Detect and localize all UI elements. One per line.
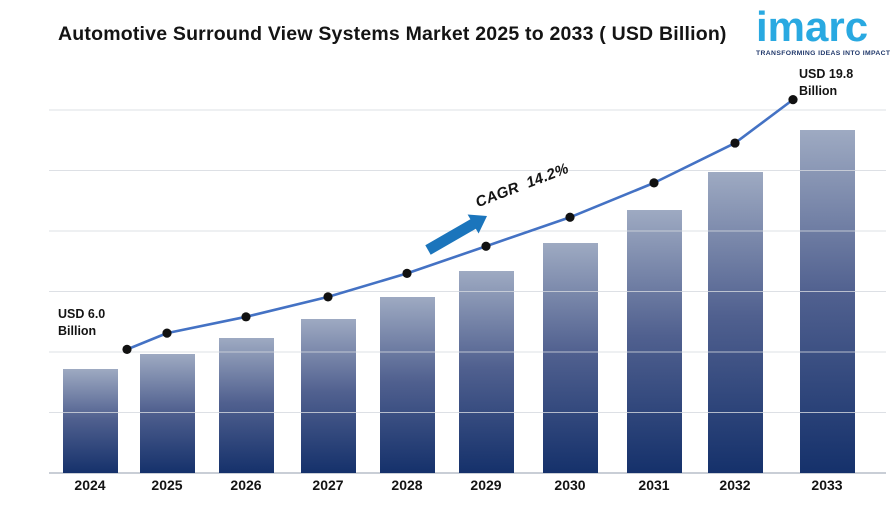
imarc-logo-tagline: TRANSFORMING IDEAS INTO IMPACT [756, 49, 891, 57]
x-axis-label-2032: 2032 [719, 477, 751, 493]
start-value-line1: USD 6.0 [58, 307, 106, 321]
end-value-line1: USD 19.8 [799, 67, 854, 81]
data-point-2033 [788, 95, 798, 105]
x-axis-label-2030: 2030 [554, 477, 586, 493]
bar-2031 [626, 210, 682, 473]
x-axis-label-2026: 2026 [230, 477, 262, 493]
data-point-2029 [481, 241, 491, 251]
x-axis-label-2033: 2033 [811, 477, 843, 493]
bar-2029 [458, 270, 514, 473]
cagr-arrow-icon [425, 214, 487, 255]
data-point-2028 [402, 268, 412, 278]
data-point-2025 [162, 328, 172, 338]
data-point-2030 [565, 212, 575, 222]
end-value-line2: Billion [799, 83, 838, 98]
end-value-label: USD 19.8 Billion [799, 66, 853, 99]
imarc-logo: imarc TRANSFORMING IDEAS INTO IMPACT [756, 3, 891, 57]
x-axis-label-2029: 2029 [470, 477, 502, 493]
trend-line [126, 98, 794, 351]
data-point-2026 [241, 312, 251, 322]
bar-2026 [218, 338, 274, 473]
bar-2024 [62, 369, 118, 473]
data-point-2027 [323, 292, 333, 302]
start-value-line2: Billion [58, 323, 97, 338]
x-axis-label-2025: 2025 [151, 477, 183, 493]
bar-2032 [707, 171, 763, 473]
data-point-2024 [122, 344, 132, 354]
data-point-2032 [730, 138, 740, 148]
bar-2033 [799, 130, 855, 473]
data-point-2031 [649, 178, 659, 188]
imarc-logo-wordmark: imarc [756, 3, 869, 50]
bar-2028 [379, 296, 435, 473]
x-axis-label-2028: 2028 [391, 477, 423, 493]
bar-2030 [542, 242, 598, 473]
x-axis-label-2027: 2027 [312, 477, 344, 493]
x-axis-label-2031: 2031 [638, 477, 670, 493]
bar-2027 [300, 319, 356, 473]
chart-title: Automotive Surround View Systems Market … [58, 23, 727, 45]
x-axis-label-2024: 2024 [74, 477, 106, 493]
start-value-label: USD 6.0 Billion [58, 306, 105, 339]
bar-2025 [139, 353, 195, 473]
